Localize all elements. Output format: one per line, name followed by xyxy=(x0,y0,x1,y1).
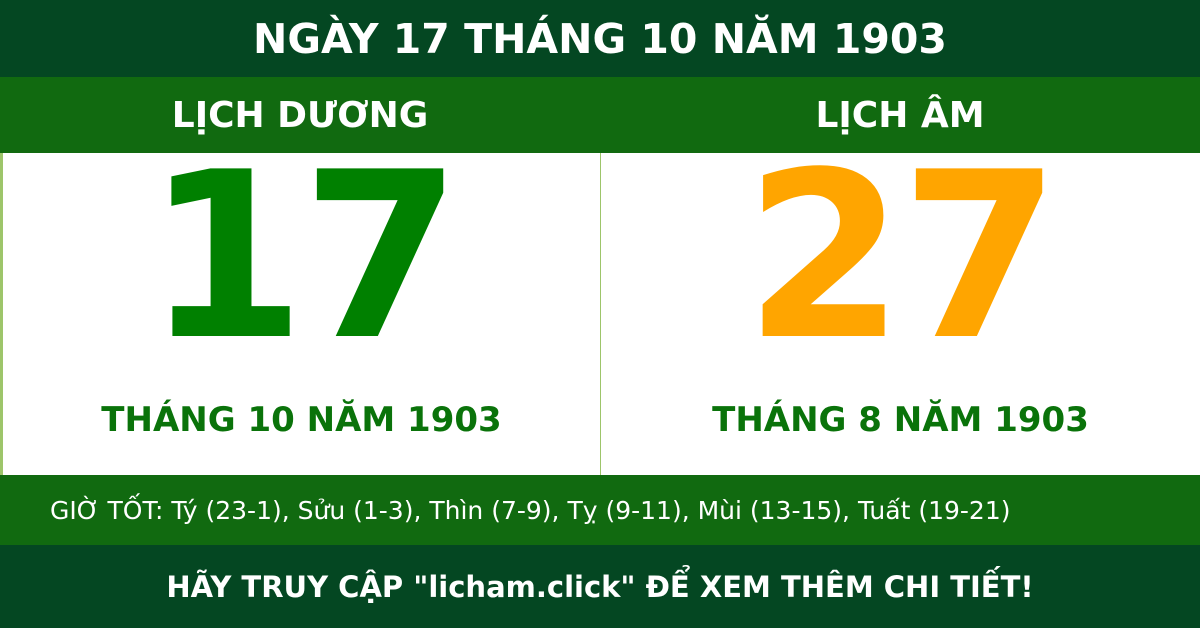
solar-month-year: THÁNG 10 NĂM 1903 xyxy=(101,400,502,440)
title-bar: NGÀY 17 THÁNG 10 NĂM 1903 xyxy=(0,0,1200,77)
page-title: NGÀY 17 THÁNG 10 NĂM 1903 xyxy=(253,14,947,63)
solar-panel: 17 THÁNG 10 NĂM 1903 xyxy=(0,143,600,475)
footer: HÃY TRUY CẬP "licham.click" ĐỂ XEM THÊM … xyxy=(0,545,1200,628)
calendar-headers: LỊCH DƯƠNG LỊCH ÂM xyxy=(0,77,1200,153)
footer-cta: HÃY TRUY CẬP "licham.click" ĐỂ XEM THÊM … xyxy=(166,569,1034,604)
lunar-month-year: THÁNG 8 NĂM 1903 xyxy=(712,400,1089,440)
calendar-body: 17 THÁNG 10 NĂM 1903 27 THÁNG 8 NĂM 1903 xyxy=(0,143,1200,475)
solar-calendar-label: LỊCH DƯƠNG xyxy=(171,94,429,136)
solar-day: 17 xyxy=(145,124,461,391)
lunar-calendar-label: LỊCH ÂM xyxy=(815,94,985,136)
good-hours-text: GIỜ TỐT: Tý (23-1), Sửu (1-3), Thìn (7-9… xyxy=(50,495,1011,525)
good-hours-bar: GIỜ TỐT: Tý (23-1), Sửu (1-3), Thìn (7-9… xyxy=(0,475,1200,545)
lunar-day: 27 xyxy=(744,124,1060,391)
lunar-panel: 27 THÁNG 8 NĂM 1903 xyxy=(600,143,1200,475)
